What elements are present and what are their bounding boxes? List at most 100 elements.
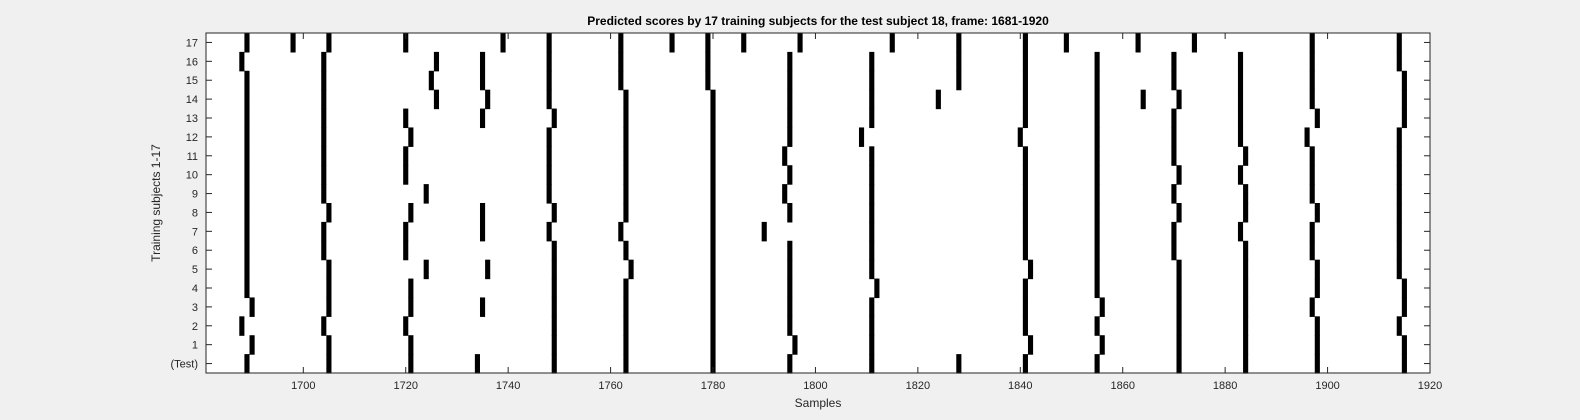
mark-row-0-11 <box>1094 354 1100 374</box>
x-tick-label-5: 1800 <box>803 380 827 392</box>
mark-row-13-9 <box>1022 108 1028 129</box>
mark-row-15-8 <box>869 70 875 91</box>
mark-row-10-3 <box>546 165 552 185</box>
mark-row-3-4 <box>551 297 557 317</box>
mark-row-17-1 <box>290 33 296 53</box>
mark-row-12-6 <box>787 127 793 147</box>
mark-row-1-2 <box>408 335 414 355</box>
mark-row-5-0 <box>244 259 250 280</box>
y-tick-label-0: (Test) <box>171 359 199 371</box>
mark-row-9-6 <box>782 184 788 204</box>
mark-row-0-3 <box>474 354 480 374</box>
y-tick-label-2: 2 <box>192 321 198 333</box>
mark-row-0-9 <box>956 354 962 374</box>
mark-row-14-5 <box>623 89 629 110</box>
y-tick-label-17: 17 <box>186 37 198 49</box>
mark-row-4-5 <box>710 278 716 299</box>
x-tick-label-0: 1700 <box>291 380 315 392</box>
mark-row-0-12 <box>1176 354 1182 374</box>
mark-row-5-2 <box>423 259 429 280</box>
mark-row-2-8 <box>1022 316 1028 336</box>
mark-row-7-5 <box>618 221 624 242</box>
mark-row-16-13 <box>1237 51 1244 72</box>
row-5 <box>244 259 1402 280</box>
mark-row-4-2 <box>408 278 414 299</box>
row-3 <box>249 297 1407 317</box>
mark-row-3-5 <box>623 297 629 317</box>
mark-row-17-17 <box>1309 33 1315 53</box>
row-14 <box>244 89 1407 110</box>
mark-row-10-2 <box>403 165 409 185</box>
mark-row-17-6 <box>618 33 624 53</box>
mark-row-0-1 <box>326 354 332 374</box>
mark-row-8-11 <box>1176 203 1182 223</box>
mark-row-3-14 <box>1401 297 1407 317</box>
mark-row-7-10 <box>1094 221 1100 242</box>
mark-row-0-0 <box>244 354 250 374</box>
mark-row-15-2 <box>428 70 434 91</box>
mark-row-10-9 <box>1094 165 1100 185</box>
mark-row-10-0 <box>244 165 250 185</box>
mark-row-5-1 <box>326 259 332 280</box>
mark-row-9-0 <box>244 184 250 204</box>
mark-row-16-14 <box>1309 51 1315 72</box>
mark-row-14-6 <box>710 89 716 110</box>
mark-row-16-0 <box>239 51 245 72</box>
mark-row-3-7 <box>787 297 793 317</box>
mark-row-3-6 <box>710 297 716 317</box>
mark-row-6-10 <box>1171 240 1177 261</box>
mark-row-6-3 <box>551 240 557 261</box>
mark-row-5-14 <box>1396 259 1402 280</box>
mark-row-15-12 <box>1171 70 1177 91</box>
mark-row-4-11 <box>1243 278 1249 299</box>
mark-row-0-2 <box>408 354 414 374</box>
mark-row-0-15 <box>1401 354 1407 374</box>
mark-row-13-7 <box>787 108 793 129</box>
mark-row-13-2 <box>403 108 409 129</box>
y-tick-label-6: 6 <box>192 245 198 257</box>
mark-row-13-4 <box>551 108 557 129</box>
mark-row-12-12 <box>1304 127 1310 147</box>
mark-row-4-3 <box>551 278 557 299</box>
mark-row-1-5 <box>710 335 716 355</box>
mark-row-13-8 <box>869 108 875 129</box>
mark-row-10-10 <box>1176 165 1182 185</box>
mark-row-0-4 <box>551 354 557 374</box>
mark-row-14-7 <box>787 89 793 110</box>
mark-row-17-4 <box>500 33 506 53</box>
mark-row-15-13 <box>1237 70 1244 91</box>
mark-row-9-1 <box>321 184 327 204</box>
y-axis-label: Training subjects 1-17 <box>149 144 163 262</box>
chart-marks <box>239 33 1407 374</box>
mark-row-16-3 <box>479 51 486 72</box>
mark-row-16-15 <box>1396 51 1402 72</box>
mark-row-10-8 <box>1022 165 1028 185</box>
mark-row-15-5 <box>618 70 624 91</box>
x-tick-label-7: 1840 <box>1008 380 1032 392</box>
mark-row-4-9 <box>1094 278 1100 299</box>
y-tick-label-10: 10 <box>186 170 198 182</box>
mark-row-9-13 <box>1396 184 1402 204</box>
mark-row-8-1 <box>326 203 332 223</box>
mark-row-6-0 <box>244 240 250 261</box>
mark-row-9-3 <box>546 184 552 204</box>
mark-row-2-5 <box>710 316 716 336</box>
mark-row-17-14 <box>1063 33 1069 53</box>
mark-row-9-7 <box>869 184 875 204</box>
row-17 <box>244 33 1402 53</box>
mark-row-12-2 <box>408 127 414 147</box>
mark-row-10-1 <box>321 165 327 185</box>
mark-row-12-10 <box>1171 127 1177 147</box>
mark-row-2-2 <box>403 316 409 336</box>
mark-row-12-4 <box>623 127 629 147</box>
mark-row-15-4 <box>546 70 552 91</box>
row-2 <box>239 316 1402 336</box>
mark-row-2-7 <box>869 316 875 336</box>
mark-row-16-4 <box>546 51 552 72</box>
mark-row-8-2 <box>408 203 414 223</box>
mark-row-17-13 <box>1022 33 1028 53</box>
mark-row-4-0 <box>244 278 250 299</box>
mark-row-6-2 <box>403 240 409 261</box>
mark-row-14-0 <box>244 89 250 110</box>
